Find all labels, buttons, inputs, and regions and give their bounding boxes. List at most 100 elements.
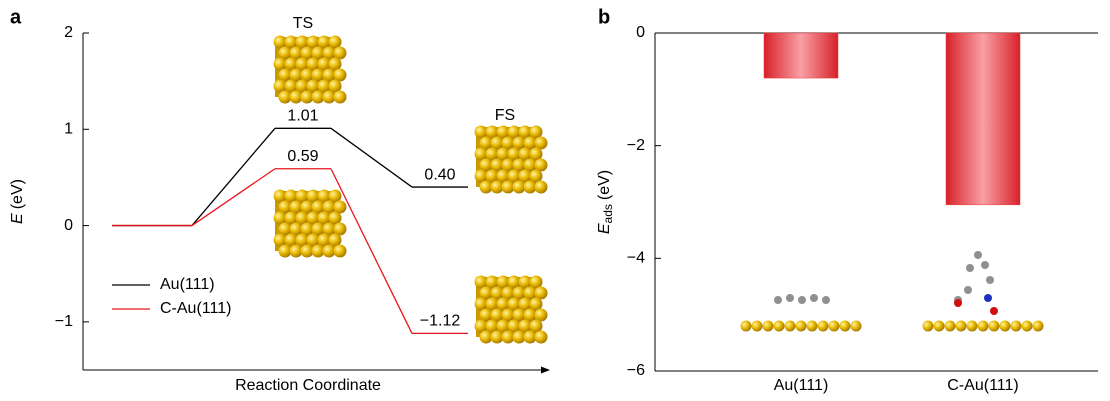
atom (964, 286, 972, 294)
atom (1021, 320, 1033, 332)
atom (474, 169, 488, 183)
atom (490, 330, 504, 344)
atom (774, 296, 782, 304)
atom (295, 233, 309, 247)
atom (273, 35, 287, 49)
atom (311, 68, 325, 82)
y-tick-label: −2 (627, 137, 645, 154)
atom (328, 189, 342, 203)
atom (284, 233, 298, 247)
atom (317, 35, 331, 49)
atom (496, 297, 510, 311)
atom (306, 35, 320, 49)
atom (328, 57, 342, 71)
atom (933, 320, 945, 332)
y-axis-label: E (eV) (9, 179, 26, 224)
atom (485, 125, 499, 139)
atom (534, 308, 548, 322)
atom (273, 189, 287, 203)
y-label-unit: (eV) (9, 179, 26, 209)
atom (328, 211, 342, 225)
atom (317, 57, 331, 71)
atom (311, 90, 325, 104)
y-label-symbol: E (596, 223, 613, 234)
atom (490, 286, 504, 300)
atom (529, 319, 543, 333)
atom (289, 46, 303, 60)
atom (278, 90, 292, 104)
x-axis-arrow (541, 366, 550, 374)
value-label: 1.01 (287, 108, 318, 125)
atom (474, 147, 488, 161)
atom (810, 294, 818, 302)
atom (981, 261, 989, 269)
atom (333, 222, 347, 236)
legend-label: Au(111) (160, 276, 215, 293)
atom (317, 79, 331, 93)
atom (333, 68, 347, 82)
atom (523, 136, 537, 150)
atom (986, 276, 994, 284)
x-tick-label: C-Au(111) (947, 377, 1018, 394)
atom (944, 320, 956, 332)
atom (518, 169, 532, 183)
atom (512, 330, 526, 344)
atom (322, 68, 336, 82)
atom (479, 136, 493, 150)
y-tick-label: −4 (627, 250, 645, 267)
atom (501, 180, 515, 194)
atom (295, 211, 309, 225)
atom (507, 319, 521, 333)
atom (479, 180, 493, 194)
atom (523, 158, 537, 172)
y-label-subscript: ads (601, 204, 615, 223)
panel-label: a (10, 6, 22, 28)
value-label: 0.59 (287, 148, 318, 165)
atom (523, 180, 537, 194)
atom (295, 35, 309, 49)
atom (273, 79, 287, 93)
atom (474, 319, 488, 333)
atom (333, 200, 347, 214)
atom (518, 275, 532, 289)
atom (333, 90, 347, 104)
atom (278, 222, 292, 236)
atom (490, 136, 504, 150)
atom (479, 286, 493, 300)
atom (501, 286, 515, 300)
atom (317, 211, 331, 225)
atom (523, 286, 537, 300)
atom (534, 136, 548, 150)
atom (518, 147, 532, 161)
bar (945, 32, 1021, 206)
state-label: FS (495, 107, 515, 124)
atom (496, 275, 510, 289)
y-tick-label: 1 (64, 121, 73, 138)
atom (529, 147, 543, 161)
atom (501, 158, 515, 172)
atom (534, 286, 548, 300)
atom (990, 307, 998, 315)
atom (306, 79, 320, 93)
atom (534, 330, 548, 344)
atom (300, 222, 314, 236)
atom (523, 308, 537, 322)
atom (300, 244, 314, 258)
atom (922, 320, 934, 332)
atom (328, 35, 342, 49)
atom (289, 222, 303, 236)
atom (490, 158, 504, 172)
atom (786, 294, 794, 302)
value-label: −1.12 (420, 313, 461, 330)
atom (496, 125, 510, 139)
atom (289, 244, 303, 258)
atom (740, 320, 752, 332)
atom (300, 46, 314, 60)
atom (850, 320, 862, 332)
atom (518, 319, 532, 333)
atom (485, 169, 499, 183)
atom (322, 46, 336, 60)
atom (518, 297, 532, 311)
panel-label: b (598, 6, 610, 28)
